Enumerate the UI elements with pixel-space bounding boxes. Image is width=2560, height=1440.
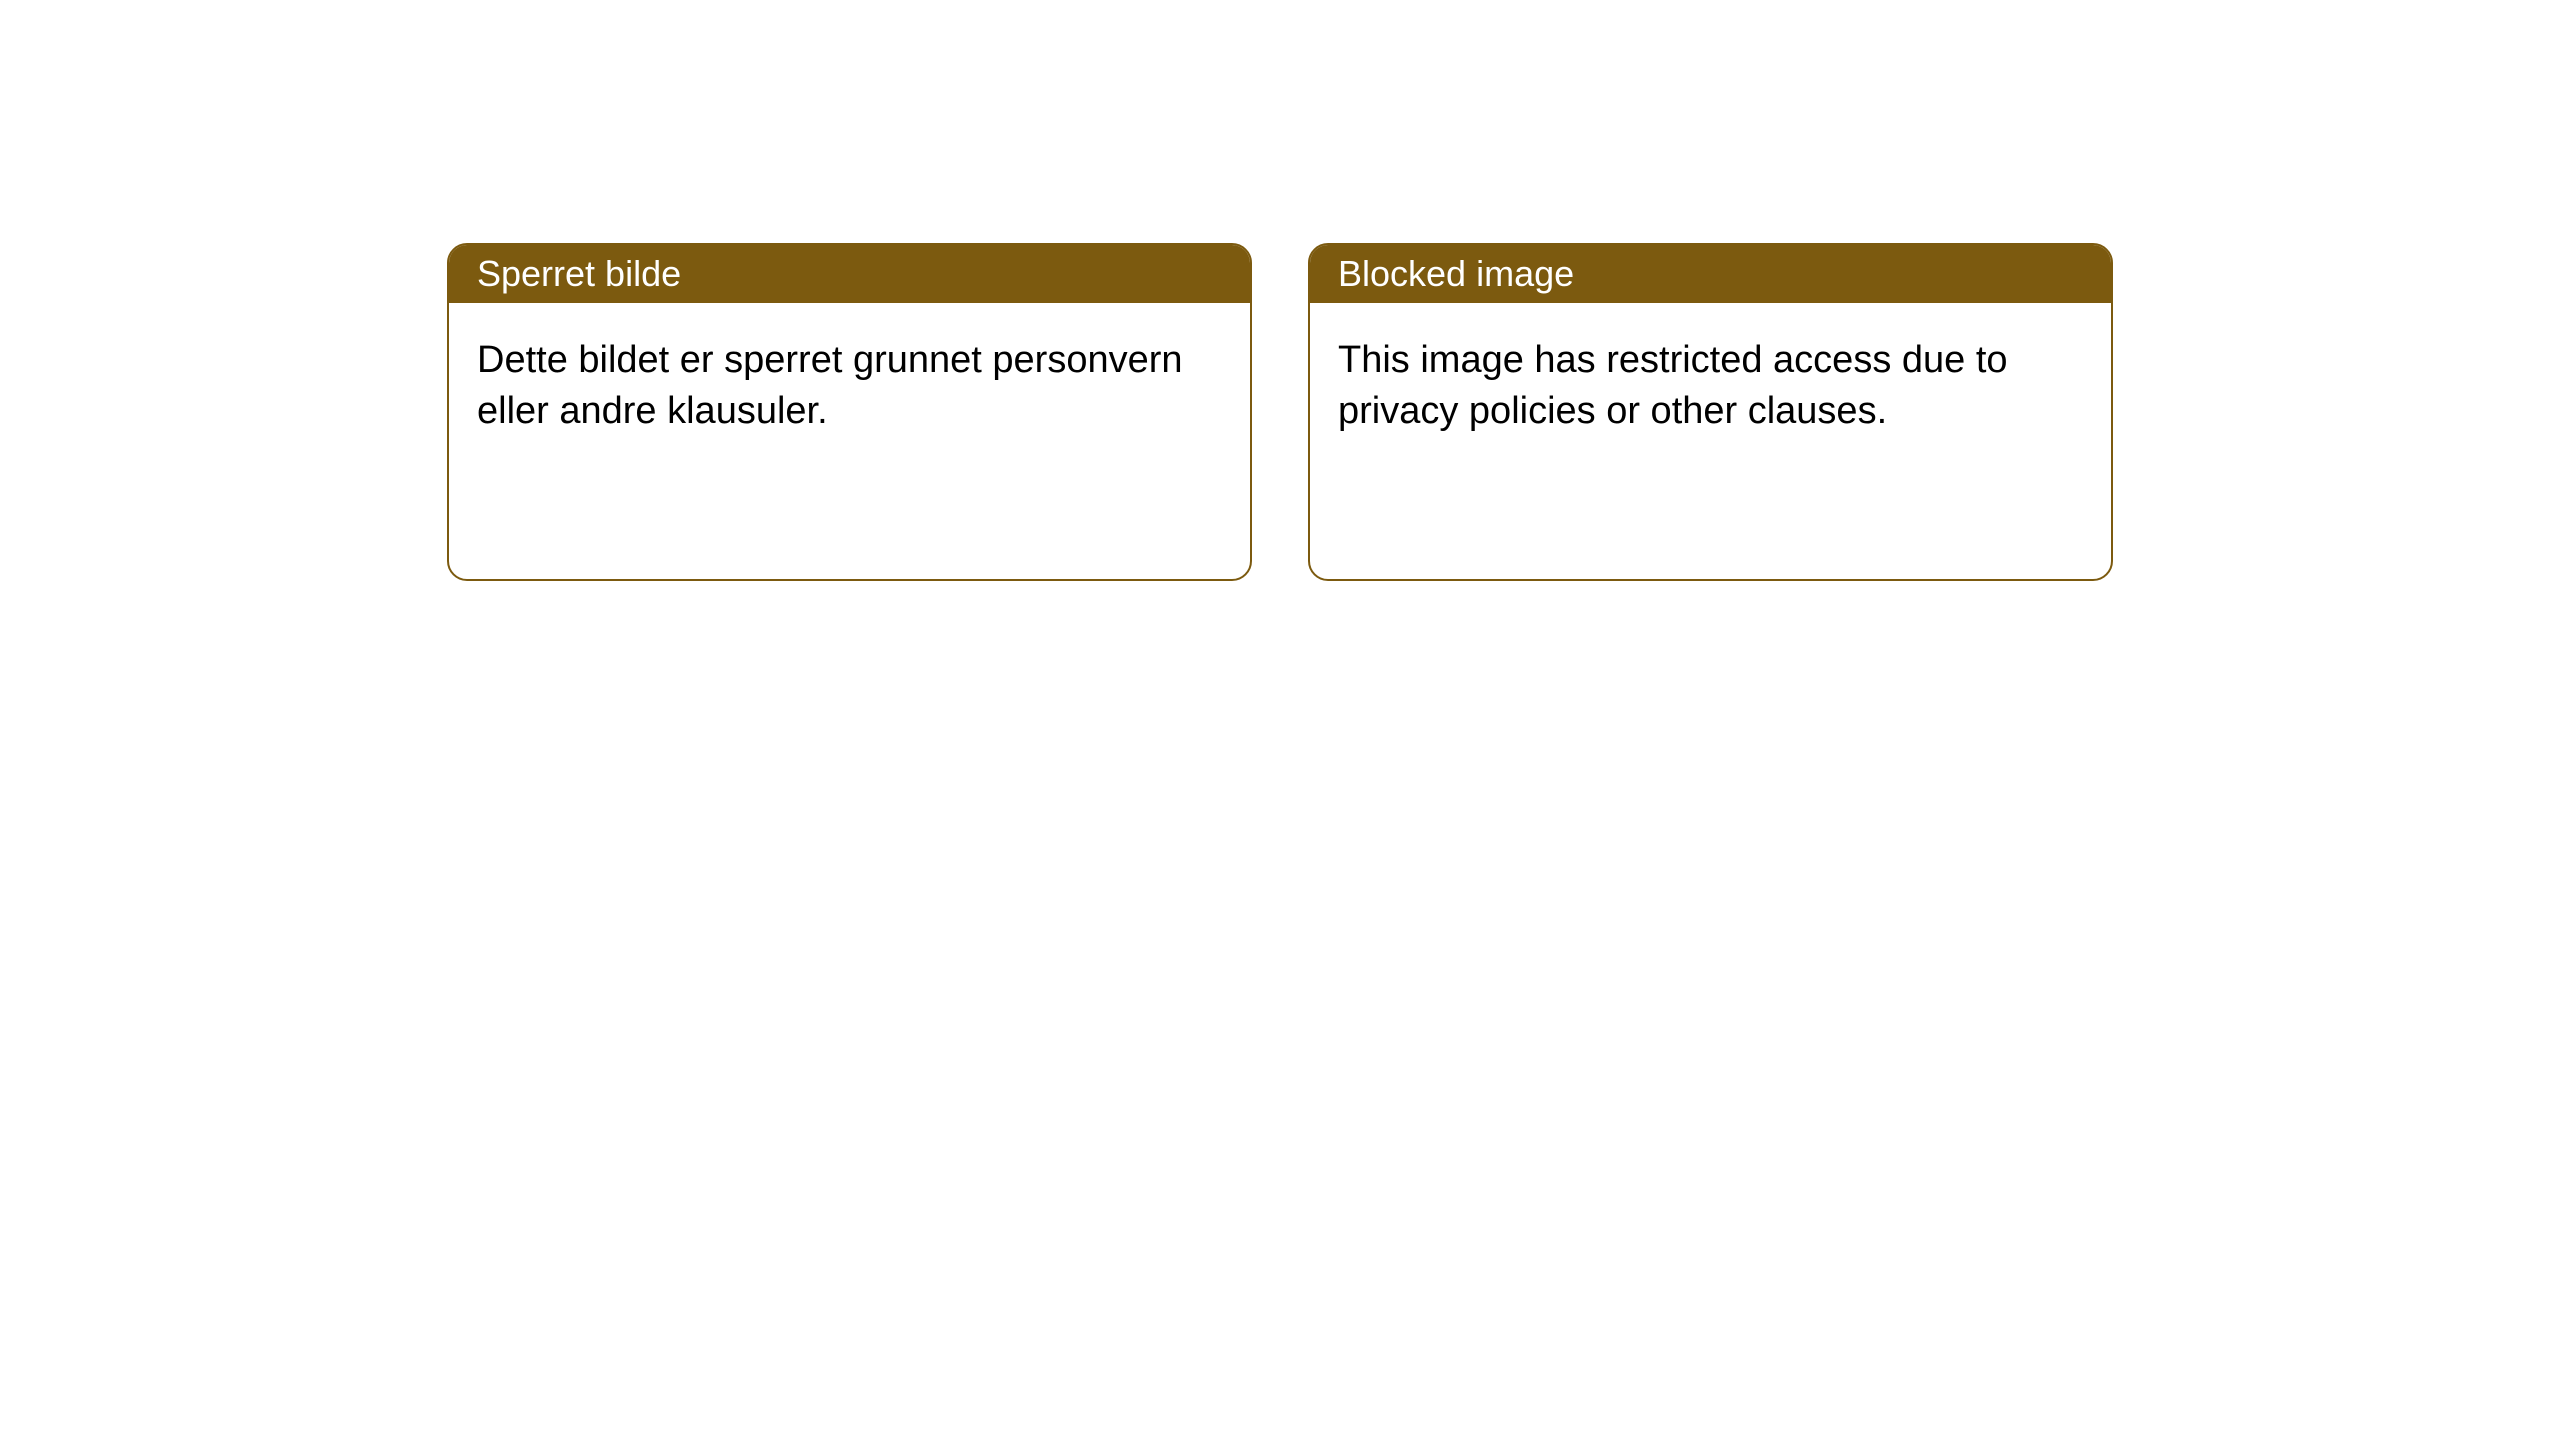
notice-card-english: Blocked image This image has restricted … xyxy=(1308,243,2113,581)
notice-card-norwegian: Sperret bilde Dette bildet er sperret gr… xyxy=(447,243,1252,581)
notice-body-english: This image has restricted access due to … xyxy=(1310,303,2111,470)
notice-body-norwegian: Dette bildet er sperret grunnet personve… xyxy=(449,303,1250,470)
notice-title-english: Blocked image xyxy=(1310,245,2111,303)
notice-title-norwegian: Sperret bilde xyxy=(449,245,1250,303)
notice-container: Sperret bilde Dette bildet er sperret gr… xyxy=(0,0,2560,581)
